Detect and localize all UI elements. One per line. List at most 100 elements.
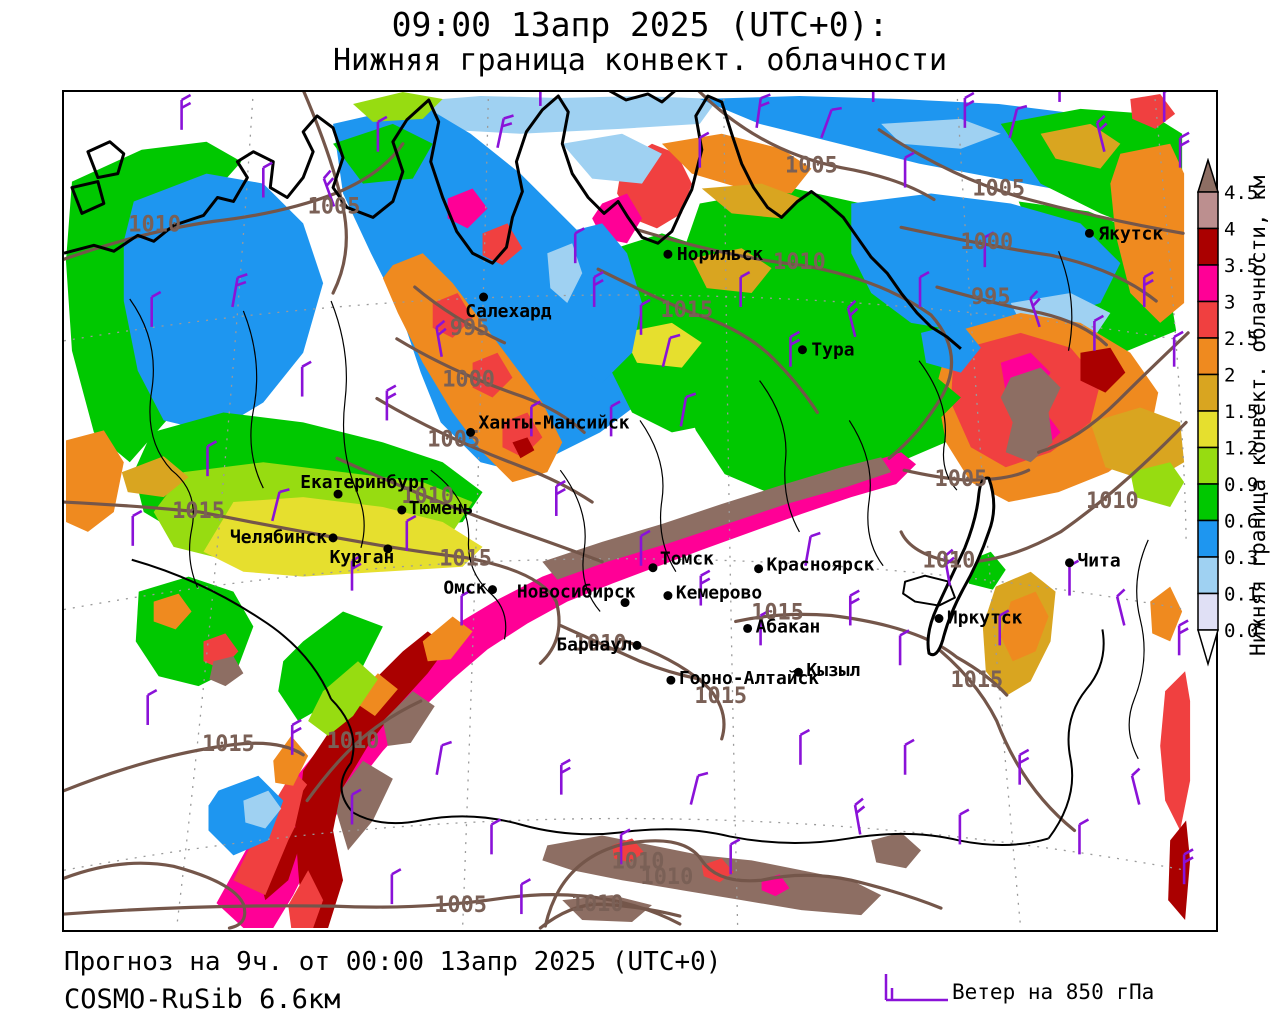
wind-barb-tick [530,400,541,408]
wind-barb-tick [325,177,335,187]
wind-barb-tick [1016,104,1028,111]
wind-barb-staff [1029,298,1041,328]
region-border [430,469,507,640]
isobar-label: 1005 [308,194,361,219]
wind-barb [390,868,402,905]
wind-barb-tick [700,577,711,585]
isobar-label: 995 [971,285,1011,310]
wind-barb-staff [1130,775,1141,805]
region-border [759,380,800,533]
wind-barb [271,488,290,522]
wind-barb [739,271,751,307]
wind-barb-staff [804,536,812,566]
wind-barb [1178,131,1190,168]
wind-barb-staff [846,307,857,338]
wind-barb [1058,92,1061,102]
city-label: Барнаул [556,634,632,655]
wind-barb [1115,588,1126,626]
wind-barb-tick [999,609,1010,617]
wind-barb-tick [759,609,771,617]
city-label: Екатеринбург [300,472,429,493]
title-datetime: 09:00 13апр 2025 (UTC+0): [391,5,889,44]
city-dot [383,544,393,554]
wind-barb-tick [291,718,302,727]
wind-barb-tick [237,273,248,279]
city-label: Тюмень [409,498,474,519]
wind-barb [1093,314,1105,351]
region-border [129,298,199,588]
wind-barb [639,298,651,335]
cloud-region [871,832,922,869]
colorbar-segment [1197,519,1219,558]
region-border [1047,629,1105,840]
wind-barb-staff [820,109,833,139]
wind-barb-staff [679,396,688,427]
city-label: Курган [330,547,395,568]
isobar-label: 1010 [1086,489,1139,514]
city-dot [397,505,407,515]
isobar-contour [899,225,1158,303]
isobar-contour [596,267,819,415]
wind-barb-tick [959,808,970,816]
region-border [848,420,884,567]
isobar-label: 1010 [923,549,976,574]
cloud-region [209,656,244,687]
region-border [1128,539,1149,760]
graticule-line [1153,92,1187,540]
cloud-region [422,616,473,662]
isobar-contour [877,128,1185,235]
cloud-region [352,92,443,122]
cloud-region [472,352,513,398]
wind-barb [689,771,709,805]
graticule-line [64,558,1187,611]
city-dot [743,623,753,633]
isobar-label: 995 [450,316,490,341]
city-label: Томск [660,549,714,570]
wind-barb-staff [1008,108,1019,139]
wind-barb-tick [1183,856,1194,864]
wind-barb-staff [322,177,336,207]
wind-barb [1008,104,1028,139]
city-label: Тура [811,340,854,361]
wind-barb-tick [279,488,290,494]
wind-barb-tick [1183,848,1194,856]
wind-barb-tick [132,509,143,518]
cloud-region [1000,591,1049,662]
wind-barb [460,589,472,626]
wind-barb-staff [689,775,700,805]
isobar-contour [64,500,561,665]
cloud-region [153,593,192,630]
region-border [330,300,365,548]
isobar-label: 1010 [128,212,181,237]
cloud-region [1110,143,1185,323]
wind-barb-tick [322,169,332,180]
cloud-region [123,173,324,433]
wind-barb [1095,114,1108,153]
wind-barb-tick [1019,748,1030,756]
wind-barb [804,531,821,566]
isobar-label: 1015 [172,499,225,524]
city-dot [797,345,807,355]
colorbar: 4.5 4 3.5 3 2.5 2 1.5 1.2 0.9 0.6 0.3 0.1 0.03 [1196,157,1270,670]
wind-barb-icon [884,974,948,1002]
isobar-label: 1005 [434,893,487,918]
wind-barb-tick [1093,314,1105,323]
wind-barb [385,384,397,421]
wind-barb-tick [1131,767,1141,777]
wind-barb-tick [984,231,995,239]
wind-barb [963,92,975,128]
wind-barb [530,400,541,437]
colorbar-tick-label: 3.5 [1224,255,1258,277]
colorbar-segment [1197,337,1219,376]
wind-barb-tick [180,93,192,102]
cloud-region [278,611,383,721]
wind-barb [619,828,631,865]
wind-barb [1182,848,1194,885]
wind-legend-label: Ветер на 850 гПа [952,980,1155,1004]
wind-barb-tick [291,726,302,735]
wind-barb-tick [730,838,741,846]
isobar-label: 1000 [442,368,495,393]
coastline [926,476,996,657]
wind-barb [958,808,970,845]
wind-barb [1029,290,1041,328]
